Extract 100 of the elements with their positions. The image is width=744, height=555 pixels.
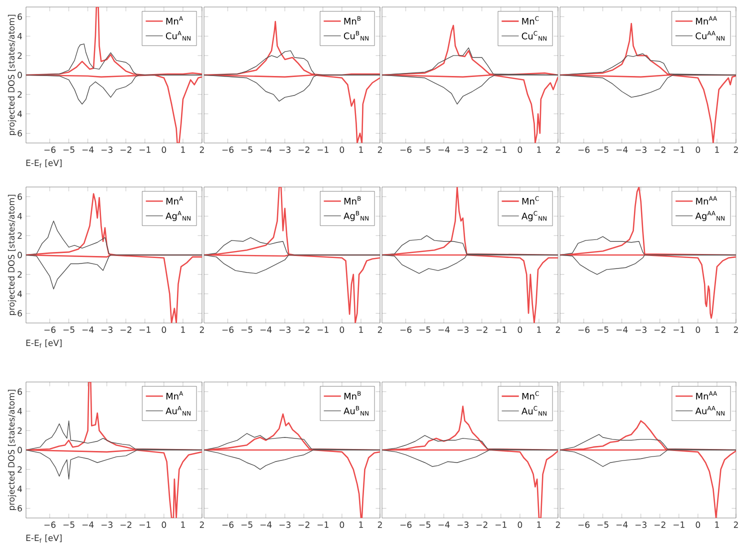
x-tick-label: 1 (359, 522, 363, 528)
x-tick-label: −2 (120, 146, 132, 153)
x-tick-label: −6 (578, 522, 590, 528)
x-tick-label: 0 (340, 146, 344, 153)
x-tick-label: −1 (318, 146, 328, 153)
x-tick-label: −5 (419, 146, 430, 153)
x-tick-label: 1 (181, 522, 185, 528)
y-tick-label: 4 (17, 408, 22, 414)
y-tick-label: 0 (18, 252, 22, 258)
x-tick-label: −5 (241, 522, 252, 528)
x-tick-label: −4 (82, 522, 94, 528)
x-tick-label: −5 (597, 522, 608, 528)
x-tick-label: −6 (578, 146, 590, 153)
x-tick-label: −5 (63, 326, 74, 333)
x-tick-label: 2 (200, 522, 204, 528)
y-tick-label: 2 (18, 52, 22, 59)
x-tick-label: −1 (140, 326, 150, 333)
x-tick-label: 1 (181, 326, 185, 333)
x-tick-label: −1 (318, 522, 328, 528)
x-tick-label: 0 (162, 146, 166, 153)
x-tick-label: −2 (476, 326, 488, 333)
x-tick-label: 0 (162, 522, 166, 528)
x-tick-label: −6 (222, 146, 234, 153)
x-tick-label: −4 (82, 146, 94, 153)
x-tick-label: −5 (241, 326, 252, 333)
x-tick-label: 0 (162, 326, 166, 333)
x-tick-label: 0 (340, 522, 344, 528)
x-tick-label: −5 (597, 326, 608, 333)
x-tick-label: 2 (200, 146, 204, 153)
x-tick-label: 1 (181, 146, 185, 153)
y-tick-label: 4 (17, 486, 22, 492)
y-tick-label: 6 (18, 194, 22, 200)
x-tick-label: −5 (241, 146, 252, 153)
x-tick-label: −1 (496, 522, 506, 528)
legend-label: Mn$^{B}$ (344, 196, 361, 204)
x-tick-label: −4 (82, 326, 94, 333)
x-tick-label: −4 (438, 522, 450, 528)
legend-label: Mn$^{AA}$ (696, 16, 717, 24)
x-tick-label: −2 (654, 146, 666, 153)
legend-label: Mn$^{A}$ (166, 16, 183, 24)
y-tick-label: 0 (18, 72, 22, 78)
x-tick-label: −3 (279, 522, 290, 528)
x-tick-label: −4 (616, 522, 628, 528)
legend-label: Mn$^{C}$ (522, 391, 539, 400)
x-tick-label: −2 (298, 522, 310, 528)
x-tick-label: −3 (635, 146, 646, 153)
x-tick-label: −2 (298, 326, 310, 333)
x-tick-label: 2 (734, 146, 738, 153)
legend-label: Mn$^{A}$ (166, 196, 184, 204)
x-tick-label: −4 (260, 326, 272, 333)
x-tick-label: −5 (419, 522, 430, 528)
x-tick-label: −6 (44, 522, 56, 528)
x-tick-label: −1 (496, 146, 506, 153)
x-tick-label: 0 (696, 146, 700, 153)
legend-label: Mn$^{AA}$ (696, 391, 718, 400)
x-tick-label: −3 (457, 146, 468, 153)
x-tick-label: −6 (578, 326, 590, 333)
x-tick-label: −3 (635, 326, 646, 333)
x-tick-label: 2 (734, 522, 738, 528)
x-tick-label: −3 (101, 326, 112, 333)
x-tick-label: 2 (200, 326, 204, 333)
x-tick-label: −1 (674, 522, 684, 528)
x-tick-label: −3 (457, 522, 468, 528)
x-tick-label: −6 (400, 146, 412, 153)
x-tick-label: 0 (518, 326, 522, 333)
y-tick-label: 4 (17, 290, 22, 297)
x-tick-label: 1 (715, 326, 719, 333)
y-tick-label: 4 (17, 33, 22, 40)
x-tick-label: −3 (101, 522, 112, 528)
x-tick-label: 0 (696, 326, 700, 333)
x-tick-label: −4 (260, 146, 272, 153)
y-tick-label: 6 (18, 505, 22, 512)
x-tick-label: −2 (476, 522, 488, 528)
x-tick-label: −1 (496, 326, 506, 333)
x-tick-label: 0 (340, 326, 344, 333)
x-tick-label: −3 (279, 146, 290, 153)
x-tick-label: 1 (537, 146, 541, 153)
y-axis-title: projected DOS [states/atom] (8, 390, 16, 510)
y-tick-label: 6 (18, 130, 22, 136)
x-tick-label: −6 (400, 522, 412, 528)
x-tick-label: −5 (63, 522, 74, 528)
x-tick-label: −5 (597, 146, 608, 153)
x-tick-label: 2 (734, 326, 738, 333)
y-tick-label: 2 (18, 232, 22, 239)
x-tick-label: 2 (556, 146, 560, 153)
x-tick-label: −5 (419, 326, 430, 333)
x-axis-title: E-E$_{f}$ [eV] (26, 160, 62, 168)
x-tick-label: −1 (318, 326, 328, 333)
x-tick-label: −4 (438, 146, 450, 153)
x-tick-label: 1 (359, 326, 363, 333)
x-tick-label: 1 (537, 326, 541, 333)
x-tick-label: −3 (279, 326, 290, 333)
x-tick-label: 2 (378, 326, 382, 333)
x-tick-label: 2 (556, 522, 560, 528)
x-tick-label: 1 (537, 522, 541, 528)
legend-label: Mn$^{C}$ (522, 16, 539, 25)
y-tick-label: 6 (18, 388, 22, 395)
legend-label: Mn$^{AA}$ (696, 196, 718, 204)
y-tick-label: 0 (18, 446, 22, 454)
x-tick-label: −1 (140, 522, 150, 528)
